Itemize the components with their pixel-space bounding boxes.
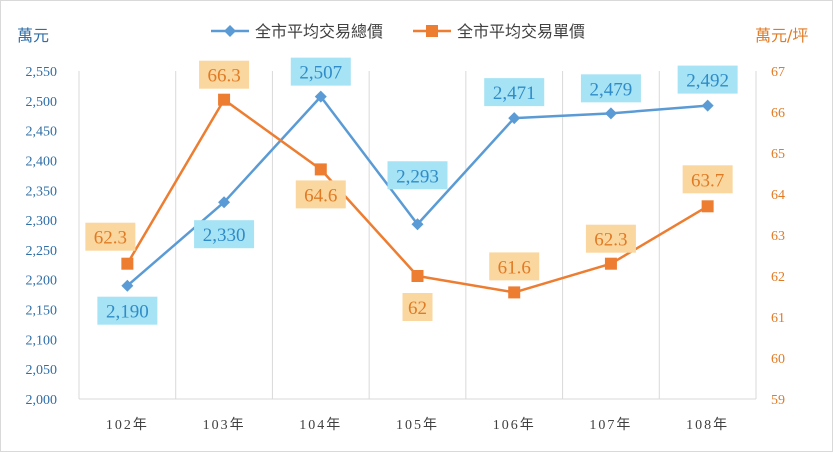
y-left-tick-label: 2,200	[26, 274, 58, 289]
data-label: 62	[408, 298, 427, 319]
diamond-marker	[701, 99, 714, 112]
legend-label: 全市平均交易總價	[255, 22, 383, 41]
data-label-background	[194, 220, 255, 249]
data-label-background	[387, 161, 448, 190]
data-label: 62.3	[94, 228, 127, 249]
y-right-tick-label: 61	[771, 311, 785, 326]
y-right-tick-label: 67	[771, 65, 785, 80]
diamond-marker	[411, 218, 424, 231]
square-marker	[508, 286, 521, 299]
data-label: 2,471	[493, 83, 536, 104]
data-label: 64.6	[304, 185, 337, 206]
square-marker	[701, 200, 714, 213]
data-label-background	[402, 293, 433, 321]
y-right-axis-unit: 萬元/坪	[755, 26, 808, 45]
axes: 2,000 2,050 2,100 2,150 2,200 2,250 2,300 2,350…	[17, 26, 808, 433]
data-label-background	[290, 57, 351, 86]
data-label-background	[580, 74, 641, 103]
data-label: 61.6	[498, 257, 531, 278]
data-label: 2,479	[590, 79, 633, 100]
data-label-background	[484, 78, 545, 107]
x-category-label: 104年	[299, 417, 342, 433]
data-labels: 2,190 2,330 2,507 2,293 2,471 2,479 2,492 62.3 6…	[85, 57, 738, 325]
x-category-label: 102年	[106, 417, 149, 433]
data-label: 2,330	[203, 225, 246, 246]
square-marker	[426, 25, 438, 37]
legend: 全市平均交易總價 全市平均交易單價	[211, 22, 585, 41]
y-left-tick-label: 2,550	[26, 65, 58, 80]
data-label-background	[677, 65, 738, 94]
legend-label: 全市平均交易單價	[457, 22, 585, 41]
data-label-background	[97, 296, 158, 325]
diamond-marker	[508, 112, 521, 125]
y-left-tick-label: 2,150	[26, 304, 58, 319]
y-left-tick-label: 2,350	[26, 184, 58, 199]
diamond-marker	[604, 107, 617, 120]
y-left-tick-label: 2,050	[26, 363, 58, 378]
grid-lines	[78, 71, 757, 400]
square-marker	[121, 257, 134, 270]
y-left-axis-unit: 萬元	[17, 26, 49, 45]
y-left-tick-label: 2,450	[26, 125, 58, 140]
x-category-label: 106年	[493, 417, 536, 433]
y-left-tick-label: 2,000	[26, 393, 58, 408]
x-category-label: 107年	[589, 417, 632, 433]
data-label: 62.3	[594, 230, 627, 251]
data-label-background	[682, 165, 733, 194]
square-marker	[314, 163, 327, 176]
y-right-tick-label: 60	[771, 352, 785, 367]
x-category-label: 105年	[396, 417, 439, 433]
y-right-tick-label: 63	[771, 229, 785, 244]
y-right-tick-label: 65	[771, 147, 785, 162]
diamond-marker	[224, 25, 236, 37]
y-right-tick-label: 66	[771, 106, 785, 121]
y-left-tick-label: 2,100	[26, 333, 58, 348]
y-left-tick-label: 2,250	[26, 244, 58, 259]
series-line	[126, 98, 709, 294]
data-label: 2,293	[396, 166, 439, 187]
diamond-marker	[121, 279, 134, 292]
data-label: 2,190	[106, 302, 149, 323]
square-marker	[604, 257, 617, 270]
square-marker	[411, 270, 424, 282]
y-left-tick-label: 2,300	[26, 214, 58, 229]
y-right-tick-label: 59	[771, 393, 785, 408]
y-left-tick-label: 2,500	[26, 95, 58, 110]
data-label-background	[585, 224, 636, 253]
data-label-background	[489, 252, 540, 281]
square-marker	[218, 93, 231, 106]
y-right-tick-label: 62	[771, 270, 785, 285]
diamond-marker	[314, 90, 327, 103]
data-label-background	[85, 222, 136, 251]
y-right-tick-label: 64	[771, 188, 785, 203]
data-label: 66.3	[207, 66, 240, 87]
data-label: 63.7	[691, 170, 724, 191]
data-label: 2,507	[299, 63, 342, 84]
series-lines	[126, 95, 709, 294]
diamond-marker	[218, 196, 231, 209]
series-markers	[121, 90, 714, 299]
data-label: 2,492	[686, 71, 729, 92]
x-category-label: 103年	[203, 417, 246, 433]
y-left-tick-label: 2,400	[26, 154, 58, 169]
data-label-background	[199, 60, 250, 89]
x-category-label: 108年	[686, 417, 729, 433]
data-label-background	[295, 180, 346, 209]
